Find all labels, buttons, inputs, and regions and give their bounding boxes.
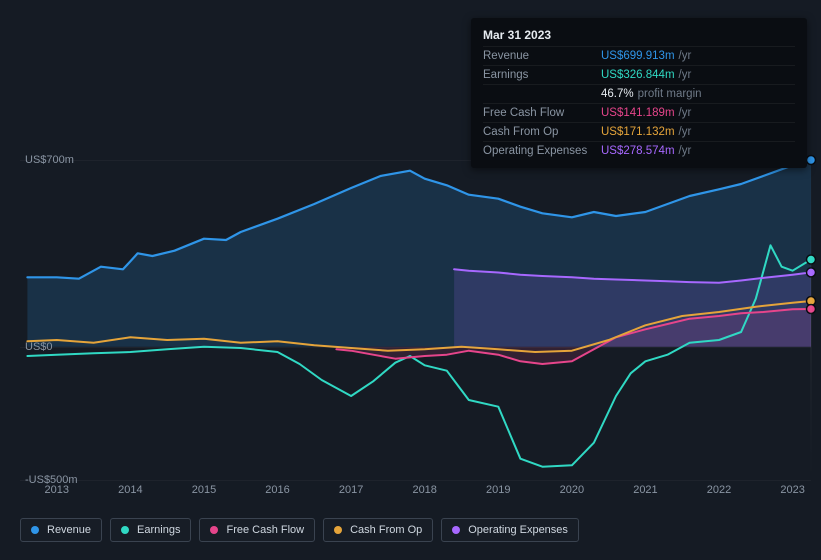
legend: Revenue Earnings Free Cash Flow Cash From O… <box>20 518 579 542</box>
tooltip-row-value: US$141.189m <box>601 107 675 119</box>
tooltip-row-unit: profit margin <box>638 88 702 100</box>
y-axis-label: US$0 <box>25 341 53 353</box>
tooltip-row-label: Cash From Op <box>483 126 601 138</box>
x-axis-label: 2018 <box>412 484 436 496</box>
tooltip-row: Cash From OpUS$171.132m/yr <box>483 122 795 141</box>
tooltip-row-label: Free Cash Flow <box>483 107 601 119</box>
x-axis-label: 2020 <box>560 484 584 496</box>
tooltip-row: RevenueUS$699.913m/yr <box>483 46 795 65</box>
legend-item-earnings[interactable]: Earnings <box>110 518 191 542</box>
tooltip-panel: Mar 31 2023 RevenueUS$699.913m/yrEarning… <box>471 18 807 168</box>
gridline <box>20 347 811 348</box>
y-axis-label: US$700m <box>25 154 74 166</box>
tooltip-row-value: US$326.844m <box>601 69 675 81</box>
tooltip-row-value: US$278.574m <box>601 145 675 157</box>
tooltip-row-unit: /yr <box>679 126 692 138</box>
tooltip-row-label: Revenue <box>483 50 601 62</box>
x-axis-label: 2016 <box>265 484 289 496</box>
legend-item-opex[interactable]: Operating Expenses <box>441 518 579 542</box>
legend-swatch <box>334 526 342 534</box>
tooltip-row-unit: /yr <box>679 145 692 157</box>
legend-swatch <box>121 526 129 534</box>
tooltip-date: Mar 31 2023 <box>483 28 795 42</box>
chart-svg <box>20 160 811 480</box>
x-axis-label: 2017 <box>339 484 363 496</box>
tooltip-row: EarningsUS$326.844m/yr <box>483 65 795 84</box>
x-axis-label: 2019 <box>486 484 510 496</box>
cursor-line <box>810 160 812 480</box>
x-axis-label: 2023 <box>780 484 804 496</box>
tooltip-row-unit: /yr <box>679 69 692 81</box>
legend-label: Cash From Op <box>350 524 422 536</box>
legend-swatch <box>31 526 39 534</box>
tooltip-row-label: Earnings <box>483 69 601 81</box>
x-axis-label: 2013 <box>45 484 69 496</box>
legend-label: Free Cash Flow <box>226 524 304 536</box>
legend-label: Operating Expenses <box>468 524 568 536</box>
legend-swatch <box>452 526 460 534</box>
legend-item-cashfromop[interactable]: Cash From Op <box>323 518 433 542</box>
tooltip-row-label: Operating Expenses <box>483 145 601 157</box>
tooltip-row-unit: /yr <box>679 107 692 119</box>
tooltip-row: 46.7% profit margin <box>483 84 795 103</box>
x-axis-label: 2021 <box>633 484 657 496</box>
legend-label: Revenue <box>47 524 91 536</box>
tooltip-row-value: US$699.913m <box>601 50 675 62</box>
tooltip-row-value: US$171.132m <box>601 126 675 138</box>
legend-item-revenue[interactable]: Revenue <box>20 518 102 542</box>
legend-swatch <box>210 526 218 534</box>
tooltip-rows: RevenueUS$699.913m/yrEarningsUS$326.844m… <box>483 46 795 160</box>
tooltip-row: Free Cash FlowUS$141.189m/yr <box>483 103 795 122</box>
x-axis-label: 2014 <box>118 484 142 496</box>
tooltip-row-value: 46.7% <box>601 88 634 100</box>
chart-area[interactable]: US$700mUS$0-US$500m <box>20 160 811 480</box>
legend-label: Earnings <box>137 524 180 536</box>
x-axis-label: 2015 <box>192 484 216 496</box>
x-axis: 2013 2014 2015 2016 2017 2018 2019 2020 2021 2022… <box>20 484 811 498</box>
tooltip-row: Operating ExpensesUS$278.574m/yr <box>483 141 795 160</box>
legend-item-freecashflow[interactable]: Free Cash Flow <box>199 518 315 542</box>
tooltip-row-unit: /yr <box>679 50 692 62</box>
gridline <box>20 480 811 481</box>
x-axis-label: 2022 <box>707 484 731 496</box>
